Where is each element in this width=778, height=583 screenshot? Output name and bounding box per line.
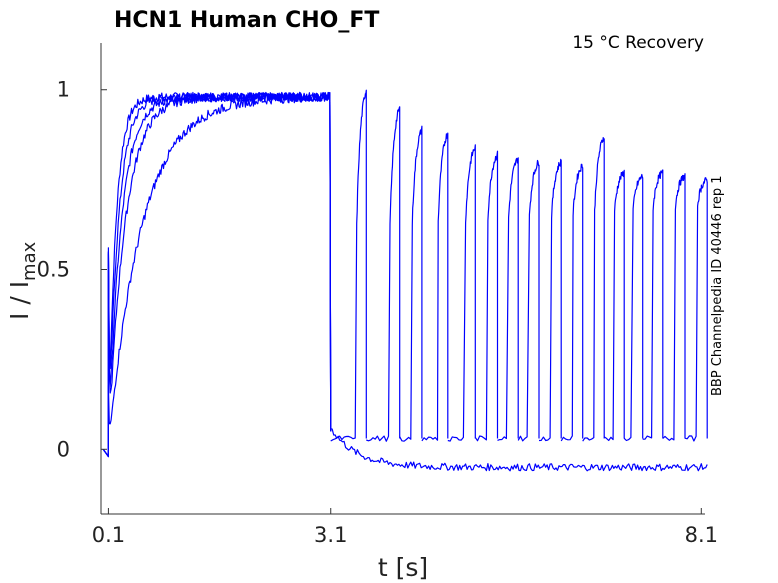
- activation-trace: [102, 91, 332, 458]
- recovery-pulse: [517, 159, 540, 442]
- recovery-pulse: [474, 150, 499, 442]
- ticks: 0.1 3.1 8.1 0 0.5 1: [37, 78, 718, 547]
- axes: [100, 43, 705, 515]
- x-tick-label: 8.1: [685, 523, 718, 547]
- y-axis-label-sub: max: [19, 241, 40, 281]
- recovery-pulse: [642, 169, 664, 440]
- activation-trace: [102, 92, 332, 458]
- recovery-pulse: [560, 163, 584, 442]
- recovery-pulse: [497, 157, 519, 441]
- activation-trace: [102, 92, 332, 458]
- y-axis-label: I / Imax: [5, 241, 40, 320]
- y-tick-label: 0.5: [37, 258, 70, 282]
- recovery-pulse: [582, 137, 605, 442]
- recovery-pulse: [538, 158, 562, 442]
- recovery-pulse: [421, 132, 449, 442]
- recovery-pulse: [330, 89, 367, 442]
- x-tick-label: 0.1: [92, 523, 125, 547]
- recovery-pulse: [603, 169, 625, 442]
- activation-trace: [102, 91, 332, 458]
- x-tick-label: 3.1: [314, 523, 347, 547]
- x-axis-label: t [s]: [378, 553, 428, 582]
- y-tick-label: 1: [57, 78, 70, 102]
- traces: [102, 89, 708, 472]
- recovery-pulse: [662, 173, 686, 441]
- y-axis-label-main: I / I: [5, 281, 34, 320]
- recovery-pulse: [447, 144, 476, 442]
- recovery-pulse: [366, 106, 401, 442]
- recovery-pulse: [684, 177, 708, 442]
- activation-trace: [102, 91, 332, 458]
- source-label: BBP Channelpedia ID 40446 rep 1: [710, 175, 725, 396]
- chart-annotation: 15 °C Recovery: [572, 33, 704, 53]
- chart-title: HCN1 Human CHO_FT: [114, 8, 379, 33]
- deactivation-baseline: [330, 428, 708, 472]
- y-tick-label: 0: [57, 437, 70, 461]
- recovery-pulse: [623, 173, 644, 442]
- recovery-pulse: [399, 125, 423, 442]
